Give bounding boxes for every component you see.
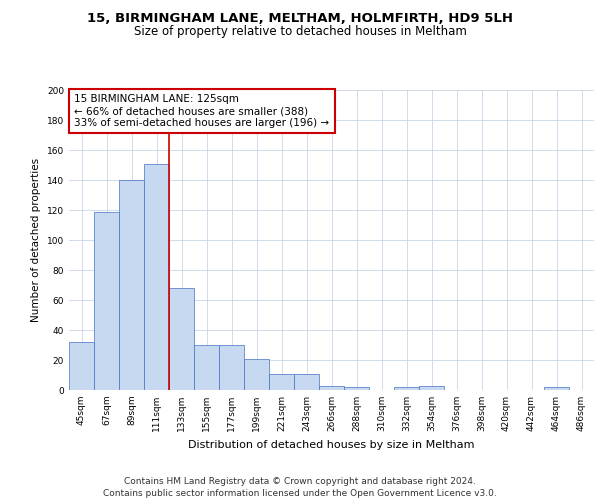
Text: Contains HM Land Registry data © Crown copyright and database right 2024.
Contai: Contains HM Land Registry data © Crown c…: [103, 476, 497, 498]
Bar: [419, 386, 444, 390]
Text: Size of property relative to detached houses in Meltham: Size of property relative to detached ho…: [134, 25, 466, 38]
Bar: [344, 387, 369, 390]
Bar: [194, 345, 219, 390]
X-axis label: Distribution of detached houses by size in Meltham: Distribution of detached houses by size …: [188, 440, 475, 450]
Bar: [244, 358, 269, 390]
Bar: [394, 387, 419, 390]
Bar: [319, 386, 344, 390]
Bar: [219, 345, 244, 390]
Bar: [144, 164, 169, 390]
Bar: [94, 212, 119, 390]
Bar: [294, 374, 319, 390]
Text: 15, BIRMINGHAM LANE, MELTHAM, HOLMFIRTH, HD9 5LH: 15, BIRMINGHAM LANE, MELTHAM, HOLMFIRTH,…: [87, 12, 513, 26]
Bar: [169, 288, 194, 390]
Y-axis label: Number of detached properties: Number of detached properties: [31, 158, 41, 322]
Bar: [69, 342, 94, 390]
Bar: [119, 180, 144, 390]
Bar: [269, 374, 294, 390]
Text: 15 BIRMINGHAM LANE: 125sqm
← 66% of detached houses are smaller (388)
33% of sem: 15 BIRMINGHAM LANE: 125sqm ← 66% of deta…: [74, 94, 329, 128]
Bar: [544, 387, 569, 390]
